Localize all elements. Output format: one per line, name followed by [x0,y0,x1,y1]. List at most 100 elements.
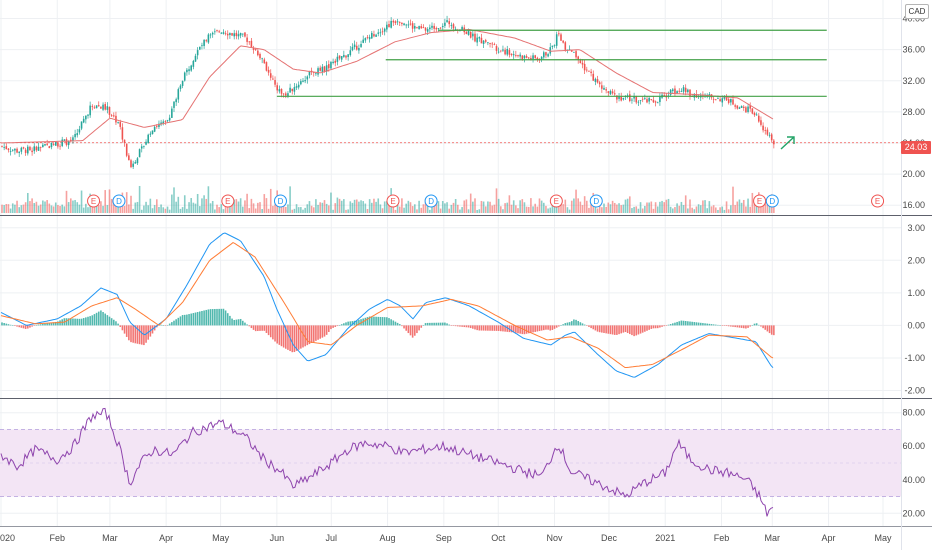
macd-histogram-bar [553,325,556,329]
volume-bar [727,209,730,213]
candle-body [467,30,470,35]
macd-histogram-bar [487,325,489,331]
candle-body [310,70,313,72]
volume-bar [371,202,373,213]
horizontal-levels[interactable] [276,29,827,97]
dividend-marker[interactable] [112,194,126,208]
macd-histogram-bar [609,325,612,335]
event-marker-label: D [593,197,599,206]
candle-body [304,80,306,82]
candle-body [515,55,517,56]
candle-body [100,106,102,109]
macd-histogram-bar [132,325,134,343]
volume-bar [383,201,386,213]
candle-body [261,58,263,60]
volume-bar [74,200,76,213]
candle-body [450,25,453,26]
macd-histogram-bar [121,325,124,331]
candle-body [613,93,616,95]
volume-bar [192,202,195,213]
macd-histogram-bar [239,318,242,326]
macd-histogram-bar [762,325,764,329]
candle-body [676,91,678,94]
volume-bar [527,206,530,213]
macd-histogram-bar [233,319,235,326]
macd-histogram-bar [248,325,251,327]
volume-bar [467,209,470,213]
macd-histogram-bar [469,325,472,329]
candle-body [338,55,341,59]
volume-bar [704,200,706,213]
currency-badge[interactable]: CAD [905,4,929,19]
volume-bar [401,198,403,213]
macd-histogram-bar [482,325,485,331]
volume-bar [5,204,8,213]
candle-body [641,98,644,100]
candle-body [364,38,367,41]
price-candles[interactable] [1,15,775,169]
volume-bar [504,203,506,213]
earnings-marker[interactable] [549,194,563,208]
macd-histogram-bar [72,318,74,326]
rsi-axis-tick: 40.00 [902,475,925,485]
dividend-marker[interactable] [765,194,779,208]
macd-histogram-bar [371,316,373,326]
candle-body [323,66,326,72]
macd-histogram-bar [491,325,493,331]
volume-bar [534,203,536,213]
macd-histogram-bar [637,325,640,335]
macd-histogram-bar [504,325,506,332]
macd-histogram-bar [396,322,399,326]
candle-body [274,80,276,85]
macd-histogram-bar [89,316,91,326]
candle-body [452,24,455,29]
macd-axis-tick: -2.00 [904,385,925,395]
candle-body [650,99,653,100]
volume-bar [343,199,345,213]
macd-histogram-bar [207,309,210,326]
candle-body [609,90,612,95]
volume-bar [502,209,504,213]
candle-body [353,44,356,48]
earnings-marker[interactable] [87,194,101,208]
volume-bar [702,200,704,213]
earnings-marker[interactable] [221,194,235,208]
macd-histogram-bar [113,319,115,326]
macd-histogram-bar [515,325,517,333]
macd-histogram-bar [620,325,622,334]
candle-body [742,106,745,108]
candle-body [291,88,294,92]
macd-histogram-bar [276,325,278,344]
volume-bar [588,207,590,213]
macd-histogram-bar [1,322,3,326]
volume-bar [644,205,646,213]
volume-bar [693,209,696,213]
candle-body [366,36,369,38]
candle-body [82,118,85,123]
macd-histogram-bar [377,316,380,326]
candle-body [579,60,582,64]
candle-body [196,50,199,56]
earnings-marker[interactable] [386,194,400,208]
candle-body [334,60,337,63]
dividend-marker[interactable] [424,194,438,208]
candle-body [285,93,287,96]
dividend-marker[interactable] [589,194,603,208]
candle-body [738,107,741,109]
macd-histogram-bar [274,325,276,342]
trend-arrow-icon[interactable] [780,136,795,150]
volume-bar [259,202,261,213]
earnings-marker[interactable] [753,194,767,208]
volume-bar [695,206,698,213]
volume-bar [183,195,186,213]
volume-bar [474,198,476,213]
annotations[interactable] [780,136,795,150]
dividend-marker[interactable] [273,194,287,208]
candle-body [108,106,111,115]
earnings-marker[interactable] [871,194,885,208]
volume-bar [414,204,416,213]
macd-histogram-bar [605,325,607,334]
volume-bar [448,208,450,213]
